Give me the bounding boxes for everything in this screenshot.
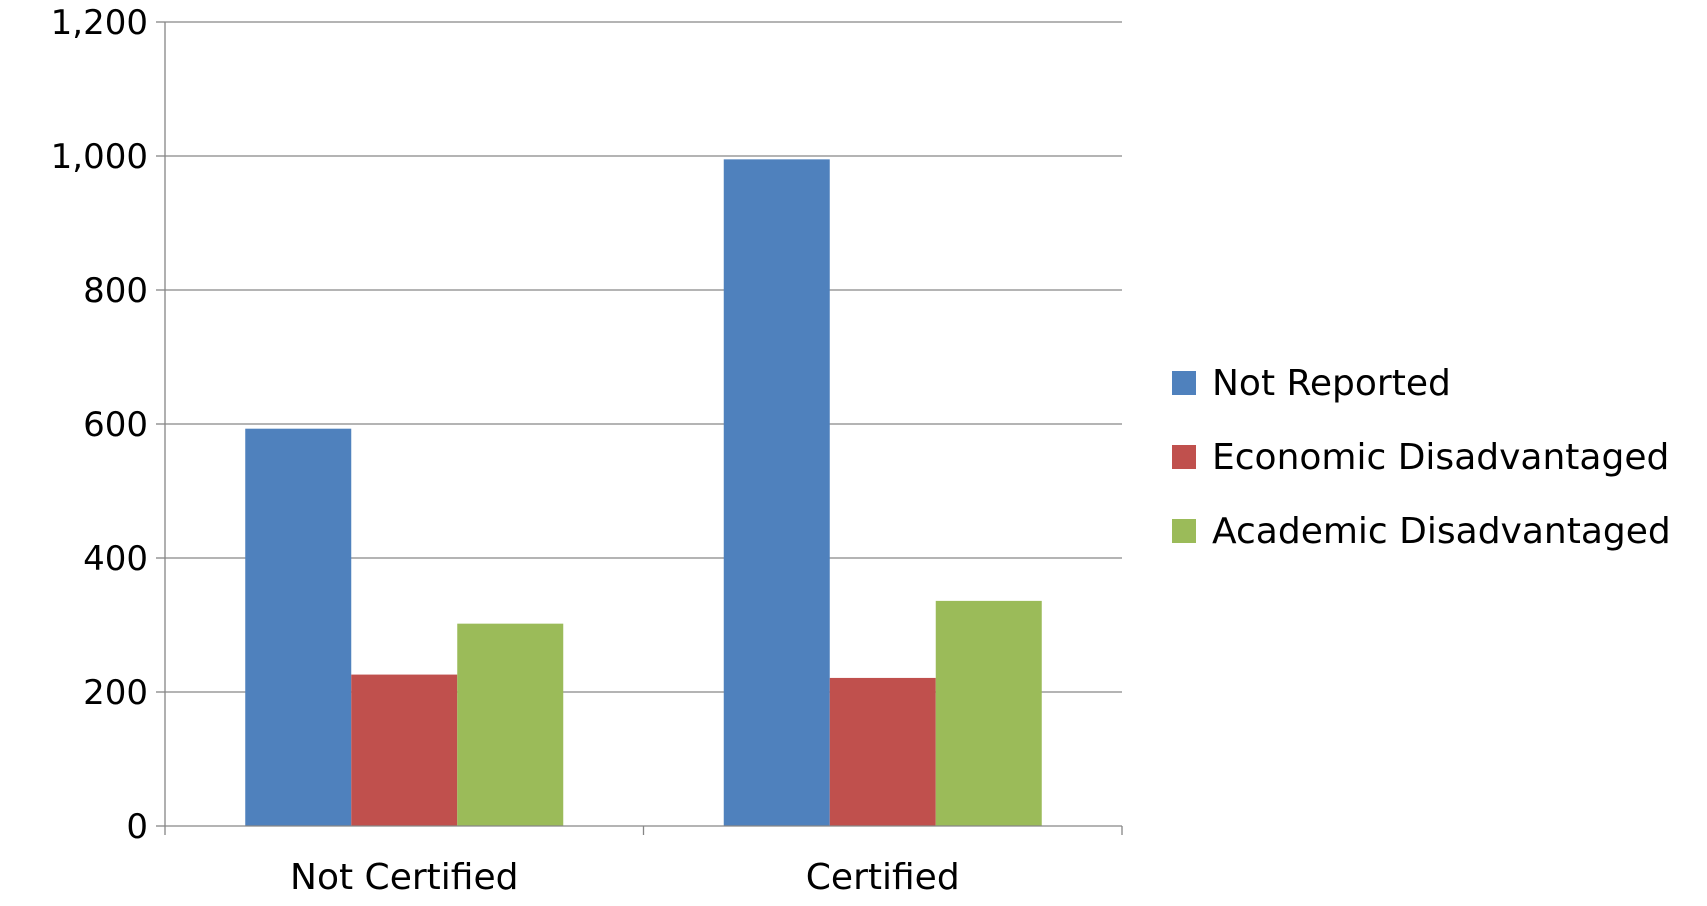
y-tick-label: 0	[126, 807, 148, 847]
y-tick-label: 1,200	[51, 3, 148, 43]
legend-swatch	[1172, 445, 1196, 469]
bar-academic-disadvantaged-certified	[935, 600, 1042, 826]
bar-academic-disadvantaged-not-certified	[457, 623, 564, 826]
legend-swatch	[1172, 519, 1196, 543]
y-tick-label: 1,000	[51, 137, 148, 177]
y-tick-label: 400	[83, 539, 148, 579]
legend-label: Academic Disadvantaged	[1212, 511, 1671, 552]
y-tick-label: 600	[83, 405, 148, 445]
x-category-label: Certified	[806, 857, 960, 898]
bar-not-reported-certified	[723, 159, 830, 827]
axes	[156, 21, 1123, 835]
legend-label: Economic Disadvantaged	[1212, 437, 1669, 478]
bar-economic-disadvantaged-certified	[829, 677, 936, 826]
legend-swatch	[1172, 371, 1196, 395]
bar-not-reported-not-certified	[245, 428, 352, 826]
x-axis-category-labels: Not Certified Certified	[290, 857, 960, 898]
x-category-label: Not Certified	[290, 857, 518, 898]
bar-economic-disadvantaged-not-certified	[351, 674, 458, 826]
y-tick-label: 800	[83, 271, 148, 311]
legend: Not Reported Economic Disadvantaged Academ…	[1172, 363, 1671, 552]
y-tick-label: 200	[83, 673, 148, 713]
y-axis-tick-labels: 0 200 400 600 800 1,000 1,200	[51, 3, 148, 847]
bars	[245, 159, 1042, 827]
legend-label: Not Reported	[1212, 363, 1451, 404]
